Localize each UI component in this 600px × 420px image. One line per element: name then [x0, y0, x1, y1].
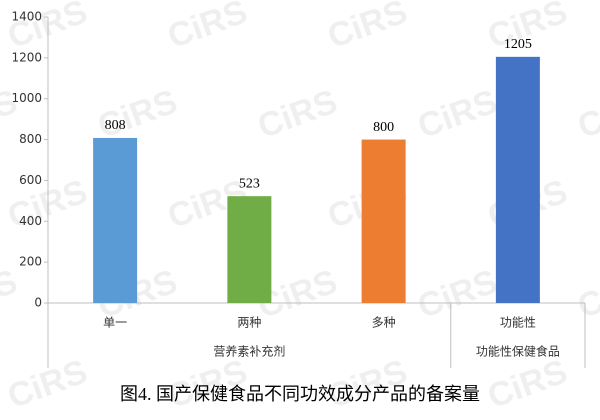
- group-label: 功能性保健食品: [476, 344, 560, 359]
- value-label: 808: [105, 118, 126, 133]
- y-tick-label: 1000: [11, 91, 42, 105]
- x-tick-label: 多种: [372, 316, 396, 330]
- y-tick-label: 800: [19, 132, 42, 146]
- watermark: CiRS: [573, 82, 600, 145]
- watermark: CiRS: [3, 352, 92, 415]
- x-tick-label: 功能性: [500, 316, 536, 330]
- bar: [93, 137, 138, 303]
- group-label: 营养素补充剂: [213, 344, 285, 359]
- bar: [227, 196, 272, 303]
- bar: [361, 139, 406, 303]
- caption: 图4. 国产保健食品不同功效成分产品的备案量: [120, 384, 480, 404]
- value-label: 1205: [504, 37, 532, 52]
- watermark: CiRS: [3, 172, 92, 235]
- y-tick-label: 1400: [11, 10, 42, 24]
- watermark: CiRS: [573, 262, 600, 325]
- y-tick-label: 1200: [11, 50, 42, 64]
- watermark: CiRS: [253, 82, 342, 145]
- x-tick-label: 单一: [103, 316, 127, 330]
- y-tick-label: 600: [19, 173, 42, 187]
- watermark: CiRS: [0, 262, 22, 325]
- watermark: CiRS: [93, 82, 182, 145]
- value-label: 800: [373, 120, 394, 135]
- y-tick-label: 0: [34, 296, 42, 310]
- watermark: CiRS: [483, 352, 572, 415]
- watermark: CiRS: [413, 82, 502, 145]
- watermark: CiRS: [163, 0, 252, 56]
- value-label: 523: [239, 176, 260, 191]
- y-tick-label: 400: [19, 214, 42, 228]
- y-tick-label: 200: [19, 255, 42, 269]
- watermark: CiRS: [3, 0, 92, 56]
- x-tick-label: 两种: [237, 316, 261, 330]
- bar: [495, 56, 540, 304]
- watermark: CiRS: [413, 262, 502, 325]
- watermark: CiRS: [323, 0, 412, 56]
